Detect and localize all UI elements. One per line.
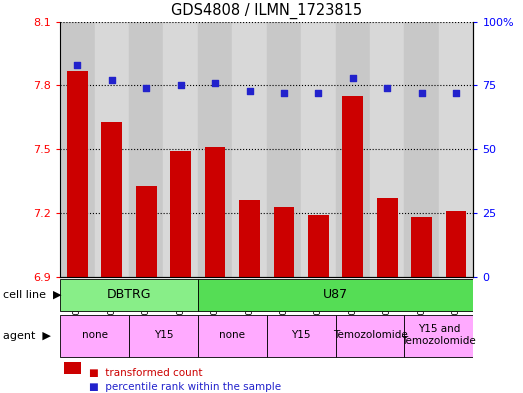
- Bar: [301, 22, 336, 277]
- Point: [73, 62, 82, 68]
- Point: [176, 83, 185, 89]
- Point: [211, 80, 219, 86]
- Point: [280, 90, 288, 96]
- Bar: [60, 22, 95, 277]
- Bar: [198, 22, 232, 277]
- Bar: [446, 211, 467, 277]
- Bar: [60, 315, 129, 357]
- Text: Y15 and
Temozolomide: Y15 and Temozolomide: [402, 324, 476, 346]
- Bar: [377, 198, 397, 277]
- Bar: [267, 315, 336, 357]
- Text: Temozolomide: Temozolomide: [333, 330, 407, 340]
- Point: [452, 90, 460, 96]
- Bar: [239, 200, 260, 277]
- Bar: [411, 217, 432, 277]
- Text: none: none: [82, 330, 108, 340]
- Text: U87: U87: [323, 288, 348, 301]
- Text: none: none: [219, 330, 245, 340]
- Bar: [439, 22, 473, 277]
- Text: DBTRG: DBTRG: [107, 288, 151, 301]
- Bar: [205, 147, 225, 277]
- Bar: [163, 22, 198, 277]
- Bar: [95, 22, 129, 277]
- Bar: [308, 215, 329, 277]
- Bar: [101, 122, 122, 277]
- Bar: [129, 22, 163, 277]
- Bar: [198, 279, 473, 310]
- Point: [349, 75, 357, 81]
- Bar: [170, 151, 191, 277]
- Text: agent  ▶: agent ▶: [3, 331, 51, 341]
- Bar: [198, 315, 267, 357]
- Bar: [404, 315, 473, 357]
- Bar: [67, 71, 88, 277]
- Bar: [136, 185, 156, 277]
- Title: GDS4808 / ILMN_1723815: GDS4808 / ILMN_1723815: [171, 3, 362, 19]
- Bar: [343, 96, 363, 277]
- Point: [108, 77, 116, 84]
- Point: [417, 90, 426, 96]
- Text: ■  transformed count: ■ transformed count: [89, 367, 202, 378]
- Bar: [64, 360, 81, 374]
- Bar: [370, 22, 404, 277]
- Bar: [60, 279, 198, 310]
- Text: ■  percentile rank within the sample: ■ percentile rank within the sample: [89, 382, 281, 392]
- Point: [245, 88, 254, 94]
- Text: Y15: Y15: [154, 330, 173, 340]
- Bar: [267, 22, 301, 277]
- Bar: [129, 315, 198, 357]
- Bar: [274, 207, 294, 277]
- Bar: [336, 315, 404, 357]
- Bar: [404, 22, 439, 277]
- Bar: [232, 22, 267, 277]
- Point: [383, 85, 391, 91]
- Point: [142, 85, 151, 91]
- Point: [314, 90, 323, 96]
- Bar: [336, 22, 370, 277]
- Text: cell line  ▶: cell line ▶: [3, 290, 61, 300]
- Text: Y15: Y15: [291, 330, 311, 340]
